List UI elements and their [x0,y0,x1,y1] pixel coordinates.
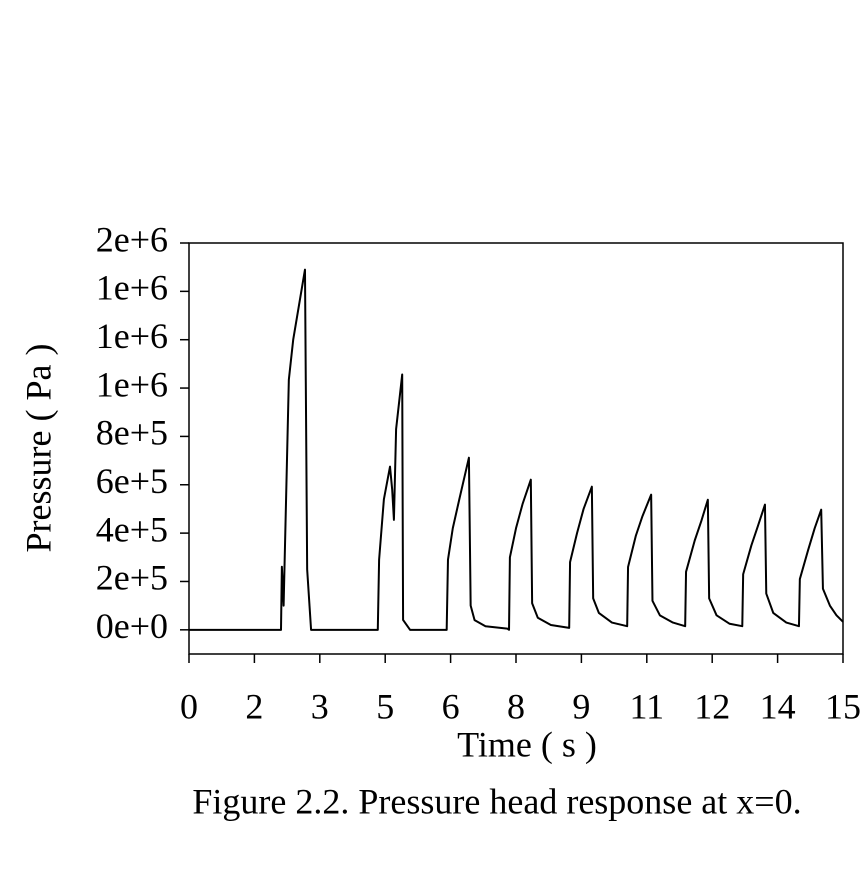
x-tick-label: 3 [311,686,329,726]
x-tick-label: 6 [442,686,460,726]
x-axis-label: Time ( s ) [457,724,597,764]
x-tick-label: 8 [507,686,525,726]
y-axis-label: Pressure ( Pa ) [18,344,58,553]
x-tick-label: 2 [245,686,263,726]
y-tick-label: 1e+6 [96,268,168,308]
y-tick-label: 1e+6 [96,316,168,356]
x-tick-label: 15 [825,686,861,726]
y-tick-label: 1e+6 [96,364,168,404]
y-tick-label: 4e+5 [96,509,168,549]
x-tick-label: 12 [694,686,730,726]
y-tick-label: 6e+5 [96,461,168,501]
y-tick-label: 2e+5 [96,558,168,598]
x-tick-label: 5 [376,686,394,726]
y-tick-label: 2e+6 [96,219,168,259]
y-tick-label: 0e+0 [96,606,168,646]
x-tick-label: 11 [629,686,664,726]
figure-caption: Figure 2.2. Pressure head response at x=… [192,781,801,821]
y-tick-label: 8e+5 [96,413,168,453]
x-tick-label: 0 [180,686,198,726]
data-line [189,268,844,631]
x-tick-label: 14 [760,686,796,726]
x-tick-label: 9 [572,686,590,726]
